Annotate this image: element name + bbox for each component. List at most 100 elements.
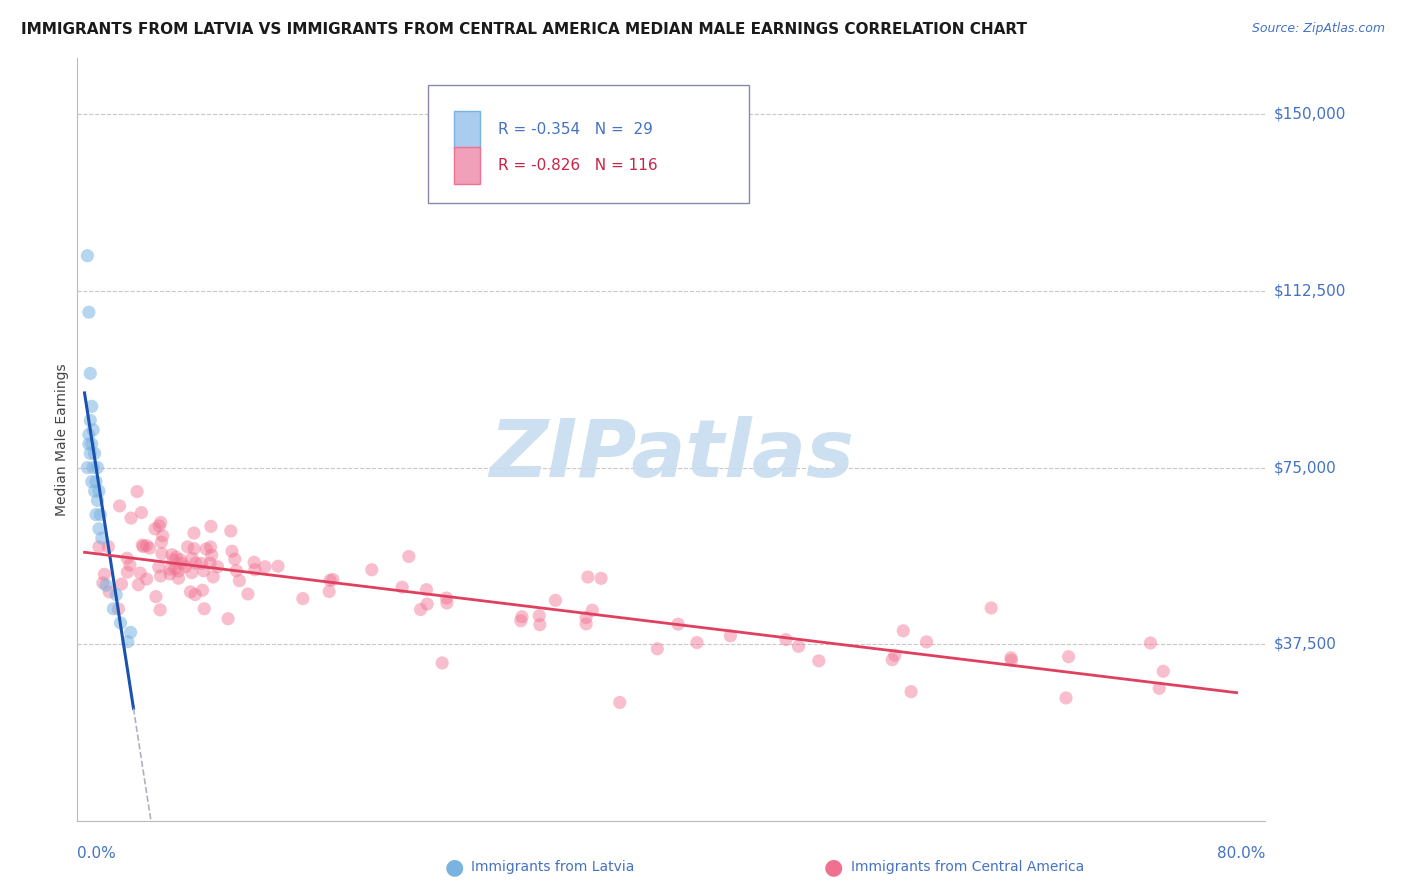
Text: Immigrants from Central America: Immigrants from Central America <box>851 860 1084 874</box>
Point <box>267 559 290 574</box>
Point <box>174 559 197 574</box>
Point <box>391 580 413 594</box>
Point <box>86 493 108 508</box>
Point <box>76 249 98 263</box>
Point <box>1152 665 1174 679</box>
Point <box>184 556 207 570</box>
Point <box>193 601 215 615</box>
Point <box>529 608 551 623</box>
Point <box>253 559 276 574</box>
Point <box>163 561 186 575</box>
Point <box>200 519 222 533</box>
Text: ZIPatlas: ZIPatlas <box>489 416 853 493</box>
Point <box>129 566 152 580</box>
Point <box>1000 653 1022 667</box>
Point <box>807 654 830 668</box>
Point <box>87 522 110 536</box>
Point <box>87 484 110 499</box>
Text: 0.0%: 0.0% <box>77 846 117 861</box>
Point <box>135 539 157 553</box>
Point <box>94 578 117 592</box>
Point <box>436 596 458 610</box>
Point <box>228 574 250 588</box>
Point <box>77 305 100 319</box>
Point <box>145 590 167 604</box>
Point <box>184 588 207 602</box>
Point <box>160 548 183 562</box>
Point <box>1000 650 1022 665</box>
Point <box>90 531 112 545</box>
Point <box>84 475 107 489</box>
Point <box>891 624 914 638</box>
Point <box>181 551 204 566</box>
Point <box>980 601 1002 615</box>
Point <box>167 571 190 585</box>
Point <box>120 625 142 640</box>
Point <box>1054 690 1077 705</box>
Point <box>150 535 173 549</box>
Bar <box>454 112 479 148</box>
Point <box>409 602 432 616</box>
Point <box>165 550 187 565</box>
Point <box>149 569 172 583</box>
Point <box>529 617 551 632</box>
Point <box>291 591 314 606</box>
Point <box>170 557 193 571</box>
Text: IMMIGRANTS FROM LATVIA VS IMMIGRANTS FROM CENTRAL AMERICA MEDIAN MALE EARNINGS C: IMMIGRANTS FROM LATVIA VS IMMIGRANTS FRO… <box>21 22 1028 37</box>
Point <box>143 522 166 536</box>
Point <box>591 571 613 585</box>
Point <box>225 564 247 578</box>
Point <box>191 583 214 598</box>
Point <box>118 558 141 572</box>
Point <box>159 566 181 581</box>
Point <box>148 519 170 533</box>
Point <box>900 684 922 698</box>
Point <box>83 446 105 460</box>
Point <box>544 593 567 607</box>
Point <box>89 508 111 522</box>
Text: R = -0.826   N = 116: R = -0.826 N = 116 <box>498 158 658 173</box>
Point <box>686 635 709 649</box>
Point <box>180 566 202 580</box>
Point <box>775 632 797 647</box>
Point <box>82 423 104 437</box>
Point <box>207 559 229 574</box>
Point <box>202 570 225 584</box>
Point <box>107 602 129 616</box>
Point <box>666 617 689 632</box>
Point <box>159 562 181 576</box>
Point <box>193 564 215 578</box>
Point <box>510 609 533 624</box>
Point <box>135 572 157 586</box>
Point <box>718 629 741 643</box>
Point <box>115 551 138 566</box>
Point <box>183 541 205 556</box>
Point <box>117 565 139 579</box>
Point <box>82 460 104 475</box>
Point <box>360 563 382 577</box>
Point <box>162 553 184 567</box>
Point <box>915 635 938 649</box>
Point <box>80 475 103 489</box>
Text: $112,500: $112,500 <box>1274 284 1346 299</box>
Point <box>120 511 142 525</box>
Point <box>87 540 110 554</box>
Point <box>1147 681 1170 696</box>
Text: ●: ● <box>824 857 844 877</box>
Point <box>108 499 131 513</box>
Point <box>243 555 266 569</box>
Point <box>190 557 212 571</box>
Point <box>647 641 669 656</box>
Text: Immigrants from Latvia: Immigrants from Latvia <box>471 860 634 874</box>
Point <box>787 640 810 654</box>
Point <box>93 567 115 582</box>
Text: R = -0.354   N =  29: R = -0.354 N = 29 <box>498 122 652 137</box>
Point <box>1057 649 1080 664</box>
Point <box>882 653 904 667</box>
Point <box>179 585 201 599</box>
Point <box>219 524 242 538</box>
Text: ●: ● <box>444 857 464 877</box>
Point <box>86 460 108 475</box>
Point <box>91 576 114 591</box>
Point <box>430 656 453 670</box>
